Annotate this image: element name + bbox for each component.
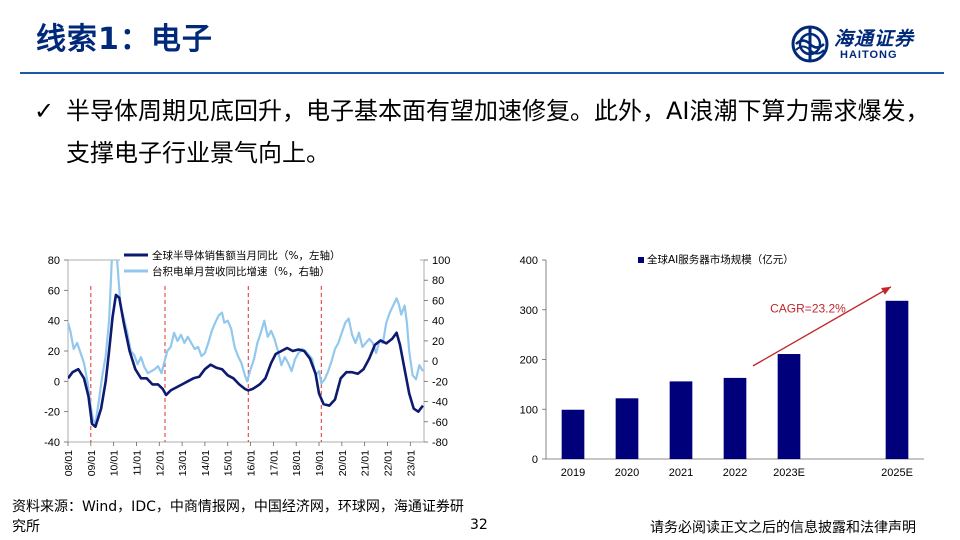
bar <box>777 354 801 459</box>
y-left-tick-label: -40 <box>44 437 60 449</box>
y-right-tick-label: -60 <box>432 417 448 429</box>
y-right-tick-label: 20 <box>432 336 444 348</box>
y-left-tick-label: 60 <box>48 285 60 297</box>
y-left-tick-label: 0 <box>54 376 60 388</box>
page-title: 线索1：电子 <box>36 22 213 57</box>
x-tick-label: 2019 <box>561 467 585 479</box>
legend-background <box>120 248 420 282</box>
y-tick-label: 100 <box>520 404 538 416</box>
x-tick-label: 12/01 <box>154 450 166 476</box>
x-tick-label: 09/01 <box>86 450 98 476</box>
y-tick-label: 200 <box>520 355 538 367</box>
y-left-tick-label: -20 <box>44 407 60 419</box>
legend-label: 全球AI服务器市场规模（亿元） <box>647 253 794 266</box>
legend-label-tsmc: 台积电单月营收同比增速（%，右轴） <box>152 265 330 278</box>
x-tick-label: 11/01 <box>131 450 143 476</box>
x-tick-label: 08/01 <box>63 450 75 476</box>
bar <box>885 300 909 459</box>
bar <box>561 409 585 459</box>
y-tick-label: 0 <box>532 454 538 466</box>
bar <box>723 377 747 459</box>
ai-server-market-chart: 400 300 200 100 0 2019 2020 2021 2022 2023E 2025E 全… <box>520 253 924 479</box>
cagr-arrow-line <box>752 286 892 367</box>
title-divider <box>20 72 944 74</box>
company-logo: 海通证券 HAITONG <box>790 22 940 66</box>
logo-cn-text: 海通证券 <box>834 28 915 50</box>
cagr-label: CAGR=23.2% <box>770 301 846 315</box>
x-tick-label: 18/01 <box>291 450 303 476</box>
y-right-tick-label: 0 <box>432 356 438 368</box>
x-tick-label: 2022 <box>723 467 747 479</box>
checkmark-icon: ✓ <box>34 97 55 125</box>
legend-swatch <box>638 257 644 263</box>
key-point-text: 半导体周期见底回升，电子基本面有望加速修复。此外，AI浪潮下算力需求爆发，支撑电… <box>66 97 930 167</box>
x-tick-label: 14/01 <box>200 450 212 476</box>
y-right-tick-label: 60 <box>432 295 444 307</box>
x-tick-label: 23/01 <box>405 450 417 476</box>
y-tick-label: 300 <box>520 305 538 317</box>
y-right-tick-label: 40 <box>432 316 444 328</box>
x-tick-label: 2020 <box>615 467 639 479</box>
y-left-tick-label: 40 <box>48 316 60 328</box>
semiconductor-cycle-chart: 80 60 40 20 0 -20 -40 100 80 60 40 20 0 -20 -40 -60 -80 0… <box>44 248 450 476</box>
x-tick-label: 20/01 <box>337 450 349 476</box>
x-tick-label: 13/01 <box>177 450 189 476</box>
y-left-tick-label: 20 <box>48 346 60 358</box>
bar <box>615 398 639 459</box>
x-tick-label: 17/01 <box>268 450 280 476</box>
y-right-tick-label: -80 <box>432 437 448 449</box>
disclaimer: 请务必阅读正文之后的信息披露和法律声明 <box>650 520 916 536</box>
x-tick-label: 16/01 <box>246 450 258 476</box>
x-tick-label: 10/01 <box>109 450 121 476</box>
cagr-arrow-head <box>881 286 891 295</box>
x-tick-label: 21/01 <box>360 450 372 476</box>
y-right-tick-label: -40 <box>432 397 448 409</box>
x-tick-label: 2023E <box>773 467 805 479</box>
y-right-tick-label: -20 <box>432 376 448 388</box>
y-left-tick-label: 80 <box>48 255 60 267</box>
x-tick-label: 2021 <box>669 467 693 479</box>
plot-frame <box>67 259 425 443</box>
legend-label-semis: 全球半导体销售额当月同比（%，左轴） <box>152 249 340 262</box>
x-tick-label: 22/01 <box>382 450 394 476</box>
semiconductor-sales-line <box>68 293 424 429</box>
x-tick-label: 2025E <box>881 467 913 479</box>
x-tick-label: 15/01 <box>223 450 235 476</box>
haitong-logo-icon <box>791 25 829 63</box>
y-right-tick-label: 100 <box>432 255 450 267</box>
bar <box>669 381 693 459</box>
page-number: 32 <box>470 517 488 533</box>
logo-en-text: HAITONG <box>840 49 898 61</box>
x-tick-label: 19/01 <box>314 450 326 476</box>
source-note: 资料来源：Wind，IDC，中商情报网，中国经济网，环球网，海通证券研究所 <box>12 499 464 535</box>
y-right-tick-label: 80 <box>432 275 444 287</box>
y-tick-label: 400 <box>520 255 538 267</box>
